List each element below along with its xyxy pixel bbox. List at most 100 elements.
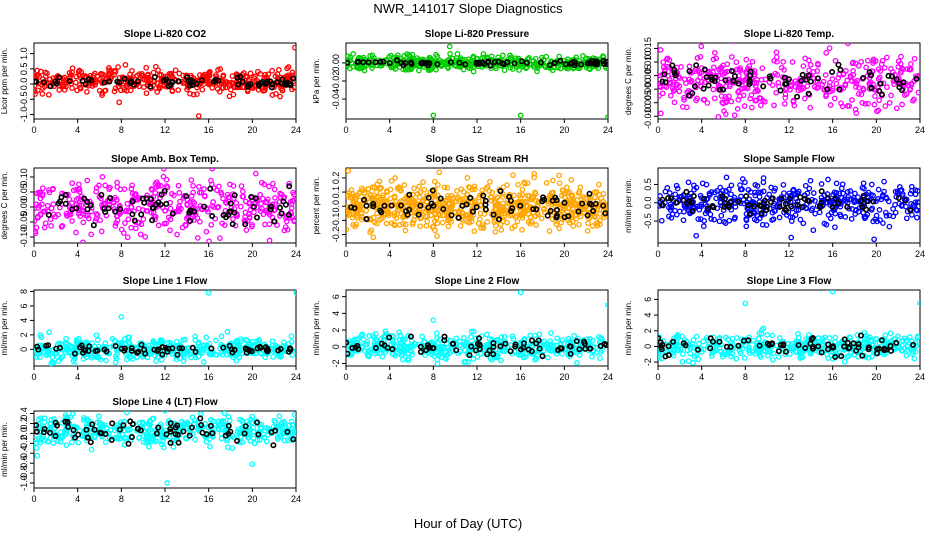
data-point-hourly: [689, 208, 696, 215]
data-point: [746, 196, 753, 203]
data-point-hourly: [567, 343, 574, 350]
data-point: [63, 83, 69, 90]
data-point-hourly: [750, 203, 757, 210]
x-tick-label: 0: [31, 494, 36, 504]
x-tick-label: 12: [472, 372, 482, 382]
x-tick-label: 0: [31, 125, 36, 135]
data-point: [910, 97, 916, 104]
data-point-hourly: [907, 207, 914, 214]
x-tick-label: 12: [784, 125, 794, 135]
data-point: [816, 349, 822, 356]
data-point: [695, 216, 702, 222]
data-point: [350, 51, 357, 57]
data-point: [108, 68, 114, 74]
data-point: [106, 186, 112, 193]
data-point: [74, 339, 81, 346]
data-point: [543, 53, 550, 60]
x-tick-label: 24: [603, 372, 613, 382]
data-point-hourly: [53, 80, 60, 87]
data-point-hourly: [805, 90, 812, 97]
data-point: [84, 177, 91, 184]
x-tick-label: 0: [343, 249, 348, 259]
data-point-hourly: [269, 81, 276, 88]
data-point-outlier: [517, 112, 524, 119]
data-point-hourly: [82, 81, 89, 88]
data-point: [575, 190, 582, 196]
data-point-hourly: [536, 345, 543, 352]
data-point: [34, 218, 38, 225]
x-tick-label: 12: [784, 372, 794, 382]
data-point-hourly: [365, 59, 372, 66]
data-point: [94, 337, 101, 343]
data-point-hourly: [870, 198, 877, 205]
data-point-hourly: [88, 77, 95, 84]
data-point: [201, 193, 208, 200]
y-tick-label: 0.05: [19, 183, 29, 201]
data-point: [855, 91, 862, 97]
data-point: [80, 239, 86, 243]
data-point: [376, 216, 383, 223]
data-point-hourly: [853, 347, 860, 354]
data-point-hourly: [913, 75, 920, 82]
data-point: [845, 194, 851, 200]
data-point: [363, 59, 370, 66]
data-point: [190, 198, 196, 205]
data-point: [217, 235, 223, 241]
data-point: [862, 100, 869, 107]
data-point: [486, 336, 493, 342]
data-point: [574, 197, 581, 203]
data-point: [184, 86, 190, 93]
data-point: [239, 188, 246, 195]
panel-title: Slope Li-820 Temp.: [744, 29, 835, 40]
data-point: [199, 86, 206, 93]
data-point: [670, 88, 677, 94]
data-point: [884, 84, 890, 91]
data-point-hourly: [781, 206, 788, 213]
data-point: [374, 181, 381, 188]
data-point-hourly: [600, 202, 607, 209]
x-tick-label: 20: [247, 125, 257, 135]
data-point: [402, 199, 409, 206]
data-point-hourly: [835, 200, 842, 207]
data-point-hourly: [887, 342, 894, 349]
data-point-hourly: [592, 200, 599, 207]
data-point-hourly: [603, 342, 608, 348]
data-point-hourly: [893, 339, 900, 346]
data-point: [240, 193, 247, 200]
data-point: [266, 221, 273, 228]
data-point-hourly: [745, 202, 752, 209]
data-point: [792, 348, 799, 355]
data-point-hourly: [520, 340, 527, 347]
data-point: [572, 212, 579, 219]
data-point: [501, 67, 508, 74]
data-point-hourly: [425, 344, 432, 351]
data-point: [167, 205, 174, 212]
data-point-hourly: [98, 191, 105, 198]
data-point: [903, 91, 910, 97]
data-point: [252, 170, 259, 177]
data-point: [97, 195, 104, 202]
data-point-hourly: [349, 344, 356, 351]
data-point-hourly: [56, 198, 63, 205]
data-point-hourly: [348, 204, 355, 211]
data-point: [903, 215, 910, 222]
data-point: [69, 218, 75, 224]
data-point: [843, 67, 849, 74]
data-point-hourly: [799, 71, 806, 78]
data-point: [880, 220, 886, 226]
data-point-hourly: [430, 202, 437, 209]
data-point: [220, 73, 226, 80]
data-point: [77, 85, 84, 92]
data-point-hourly: [671, 66, 678, 73]
data-point: [556, 180, 563, 186]
data-point-hourly: [553, 197, 560, 204]
data-point-hourly: [69, 206, 76, 213]
data-point-hourly: [466, 352, 473, 359]
data-point: [671, 79, 677, 86]
data-point: [767, 349, 774, 356]
data-point: [122, 61, 129, 68]
data-point: [717, 184, 724, 191]
data-point: [460, 66, 467, 73]
data-point: [733, 59, 740, 66]
panel-title: Slope Line 4 (LT) Flow: [112, 397, 218, 408]
